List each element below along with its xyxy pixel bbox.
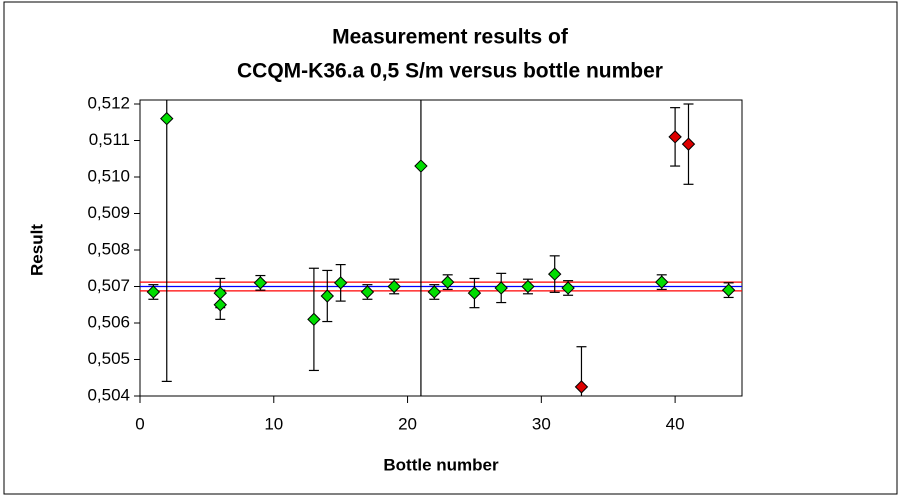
point <box>681 137 696 151</box>
point <box>213 286 227 300</box>
point <box>320 289 334 303</box>
point <box>414 159 428 173</box>
point <box>146 285 161 299</box>
x-tick-label: 10 <box>264 414 283 433</box>
y-tick-label: 0,507 <box>87 276 130 295</box>
x-tick-label: 20 <box>398 414 417 433</box>
y-tick-label: 0,509 <box>87 203 130 222</box>
point <box>655 275 669 289</box>
y-tick-label: 0,505 <box>87 349 130 368</box>
y-tick-label: 0,504 <box>87 385 130 404</box>
point <box>548 267 562 281</box>
point <box>160 111 174 126</box>
point <box>721 283 736 297</box>
y-axis-label: Result <box>27 224 46 276</box>
point <box>494 281 508 295</box>
point <box>307 312 321 327</box>
point <box>387 279 401 294</box>
y-tick-label: 0,506 <box>87 312 130 331</box>
point <box>668 130 682 144</box>
x-tick-label: 30 <box>532 414 551 433</box>
y-tick-label: 0,510 <box>87 166 130 185</box>
x-tick-label: 0 <box>135 414 144 433</box>
chart-title: Measurement results of <box>332 26 569 49</box>
x-tick-label: 40 <box>666 414 685 433</box>
point <box>333 276 348 290</box>
plot-area <box>139 99 743 397</box>
y-tick-label: 0,511 <box>89 130 130 149</box>
point <box>561 281 575 295</box>
point <box>213 298 227 312</box>
point <box>440 275 455 289</box>
point <box>253 276 268 290</box>
point <box>574 380 589 394</box>
plot-content <box>140 100 742 396</box>
point <box>467 286 482 300</box>
point <box>521 279 535 294</box>
y-tick-label: 0,512 <box>87 93 130 112</box>
point <box>360 285 375 299</box>
chart-frame <box>3 1 898 495</box>
x-axis-label: Bottle number <box>383 455 499 474</box>
point <box>427 285 442 299</box>
y-tick-label: 0,508 <box>87 239 130 258</box>
chart-title: CCQM-K36.a 0,5 S/m versus bottle number <box>237 60 663 83</box>
